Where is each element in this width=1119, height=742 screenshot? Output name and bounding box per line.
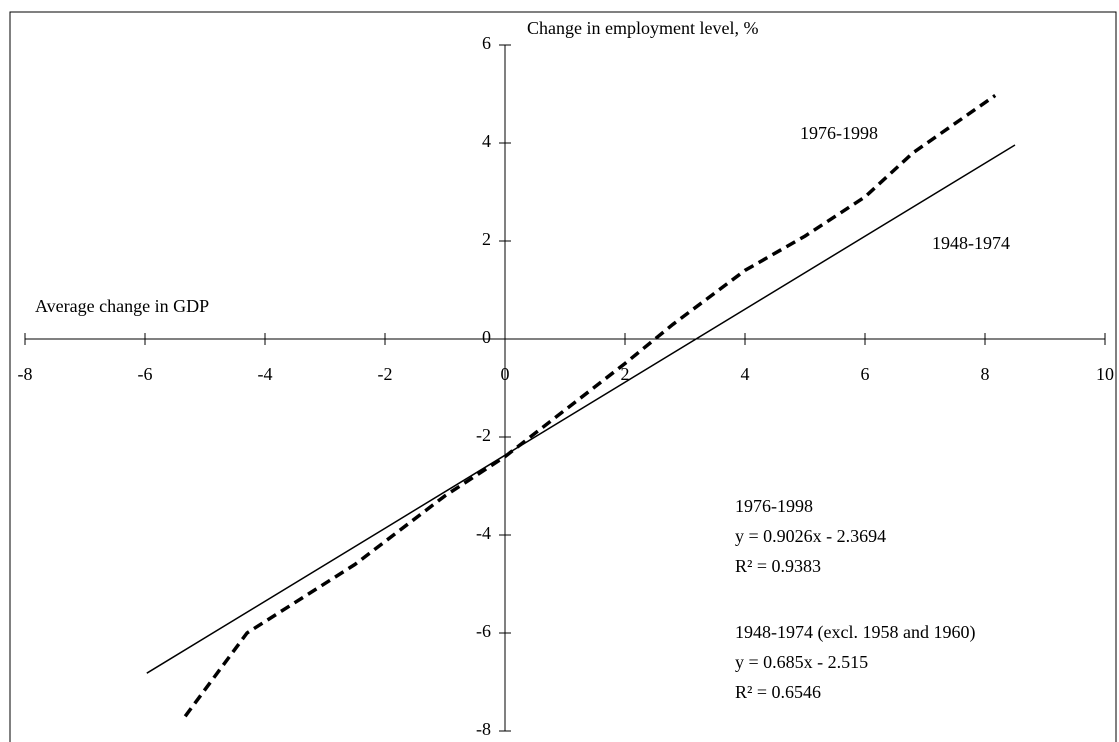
x-tick-label: -8	[18, 364, 33, 384]
annotation: R² = 0.9383	[735, 556, 821, 576]
x-tick-label: 4	[741, 364, 750, 384]
y-tick-label: 4	[482, 131, 491, 151]
annotation: y = 0.685x - 2.515	[735, 652, 868, 672]
chart-frame	[9, 11, 1117, 742]
x-axis-title: Average change in GDP	[35, 296, 209, 316]
x-tick-label: 8	[981, 364, 990, 384]
annotation: R² = 0.6546	[735, 682, 821, 702]
y-tick-label: 2	[482, 229, 491, 249]
annotation: 1948-1974 (excl. 1958 and 1960)	[735, 622, 975, 643]
series-label: 1976-1998	[800, 123, 878, 143]
y-tick-label: -4	[476, 523, 491, 543]
x-tick-label: -4	[258, 364, 273, 384]
x-tick-label: -6	[138, 364, 153, 384]
y-tick-label: -8	[476, 719, 491, 739]
x-tick-label: 6	[861, 364, 870, 384]
y-tick-label: 6	[482, 33, 491, 53]
x-tick-label: -2	[378, 364, 393, 384]
x-tick-label: 0	[501, 364, 510, 384]
x-tick-label: 10	[1096, 364, 1114, 384]
y-tick-label: -2	[476, 425, 491, 445]
series-label: 1948-1974	[932, 233, 1010, 253]
y-axis-title: Change in employment level, %	[527, 18, 758, 38]
series-line	[146, 144, 1016, 674]
annotation: 1976-1998	[735, 496, 813, 516]
y-tick-label: -6	[476, 621, 491, 641]
annotation: y = 0.9026x - 2.3694	[735, 526, 886, 546]
series-line	[183, 94, 997, 718]
y-tick-label: 0	[482, 327, 491, 347]
x-tick-label: 2	[621, 364, 630, 384]
